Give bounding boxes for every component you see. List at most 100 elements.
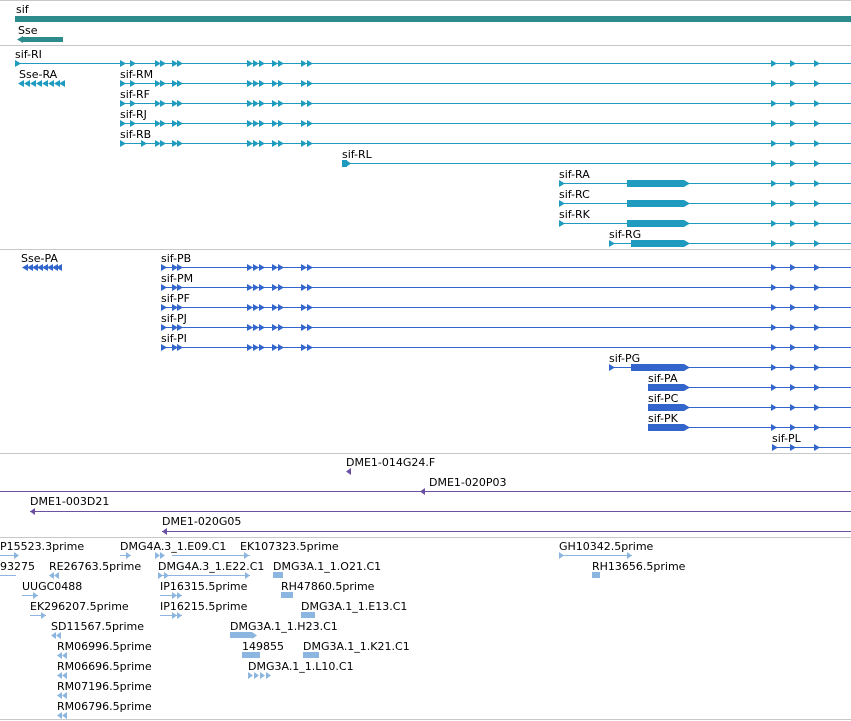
transcript-feature[interactable]: sif-RA [559, 168, 851, 187]
protein-label: sif-PK [648, 412, 679, 425]
protein-feature[interactable]: sif-PB [161, 252, 851, 271]
protein-feature[interactable]: sif-PK [648, 412, 851, 431]
est-feature[interactable]: RM07196.5prime [57, 680, 152, 699]
protein-label: sif-PI [161, 332, 187, 345]
transcript-feature[interactable]: sif-RJ [120, 108, 851, 127]
exon-arrows [559, 200, 820, 207]
est-feature[interactable]: 149855 [242, 640, 284, 658]
est-feature[interactable]: RM06996.5prime [57, 640, 152, 659]
protein-label: sif-PA [648, 372, 678, 385]
gene-feature[interactable]: sif [15, 3, 851, 22]
est-feature[interactable]: DMG4A.3_1.E22.C1 [158, 560, 264, 579]
est-label: RH47860.5prime [281, 580, 375, 593]
transcript-feature[interactable]: sif-RB [120, 128, 851, 147]
est-label: DMG3A.1_1.E13.C1 [301, 600, 407, 613]
est-feature[interactable]: RM06796.5prime [57, 700, 152, 719]
est-label: RM06696.5prime [57, 660, 152, 673]
est-feature[interactable]: EK296207.5prime [30, 600, 129, 619]
est-feature[interactable]: DMG3A.1_1.O21.C1 [273, 560, 381, 578]
est-feature[interactable]: DMG3A.1_1.L10.C1 [248, 660, 354, 679]
exon-arrows [161, 344, 820, 351]
est-label: IP16315.5prime [160, 580, 248, 593]
gene-track: sif Sse [15, 3, 851, 43]
protein-label: sif-PB [161, 252, 191, 265]
est-feature[interactable]: RH47860.5prime [281, 580, 375, 598]
transcript-feature[interactable]: sif-RG [609, 228, 851, 247]
bac-label: DME1-014G24.F [346, 456, 435, 469]
protein-label: sif-PM [161, 272, 193, 285]
transcript-feature[interactable]: sif-RF [120, 88, 851, 107]
protein-feature[interactable]: sif-PM [161, 272, 851, 291]
protein-track: Sse-PA sif-PB sif-PM [21, 252, 851, 451]
transcript-track: sif-RI Sse-RA sif-RM [15, 48, 851, 247]
est-feature[interactable]: RE26763.5prime [49, 560, 141, 579]
est-label: EK107323.5prime [240, 540, 339, 553]
protein-feature[interactable]: Sse-PA [21, 252, 62, 271]
gene-bar [22, 37, 63, 42]
exon-arrows [18, 80, 65, 87]
gene-label: sif [16, 3, 30, 16]
protein-feature[interactable]: sif-PF [161, 292, 851, 311]
transcript-feature[interactable]: sif-RC [559, 188, 851, 207]
exon-arrows [609, 240, 820, 247]
est-feature[interactable]: SD11567.5prime [51, 620, 144, 639]
est-label: RH13656.5prime [592, 560, 686, 573]
est-label: DMG4A.3_1.E22.C1 [158, 560, 264, 573]
est-feature[interactable]: RM06696.5prime [57, 660, 152, 679]
est-feature[interactable]: RH13656.5prime [592, 560, 686, 578]
protein-label: sif-PF [161, 292, 190, 305]
bac-feature[interactable]: DME1-020P03 [0, 476, 851, 495]
bac-feature[interactable]: DME1-020G05 [162, 515, 851, 535]
est-feature[interactable]: DMG3A.1_1.H23.C1 [230, 620, 338, 639]
est-feature[interactable]: IP16315.5prime [160, 580, 248, 599]
transcript-label: sif-RB [120, 128, 151, 141]
est-label: DMG3A.1_1.K21.C1 [303, 640, 410, 653]
protein-label: sif-PJ [161, 312, 187, 325]
transcript-feature[interactable]: sif-RK [559, 208, 851, 227]
est-feature[interactable]: IP16215.5prime [160, 600, 248, 619]
bac-feature[interactable]: DME1-014G24.F [346, 456, 435, 475]
est-feature[interactable]: P15523.3prime [0, 540, 84, 559]
transcript-feature[interactable]: sif-RL [342, 148, 851, 167]
protein-label: Sse-PA [21, 252, 58, 265]
est-label: P15523.3prime [0, 540, 84, 553]
transcript-feature[interactable]: sif-RM [120, 68, 851, 87]
est-feature[interactable]: 93275 [0, 560, 35, 576]
transcript-feature[interactable]: sif-RI [15, 48, 851, 67]
exon-arrows [161, 304, 820, 311]
est-label: IP16215.5prime [160, 600, 248, 613]
transcript-label: sif-RJ [120, 108, 147, 121]
bac-label: DME1-003D21 [30, 495, 109, 508]
protein-feature[interactable]: sif-PG [609, 352, 851, 371]
protein-feature[interactable]: sif-PJ [161, 312, 851, 331]
protein-feature[interactable]: sif-PI [161, 332, 851, 351]
est-label: RM06796.5prime [57, 700, 152, 713]
exon-arrows [120, 80, 820, 87]
est-label: DMG3A.1_1.L10.C1 [248, 660, 354, 673]
exon-arrows [648, 424, 820, 431]
est-feature[interactable]: UUGC0488 [22, 580, 82, 599]
protein-feature[interactable]: sif-PL [772, 432, 851, 451]
exon-arrows [648, 404, 820, 411]
est-feature[interactable]: DMG3A.1_1.E13.C1 [301, 600, 407, 618]
gene-feature[interactable]: Sse [17, 24, 63, 43]
protein-feature[interactable]: sif-PC [648, 392, 851, 411]
protein-feature[interactable]: sif-PA [648, 372, 851, 391]
strand-arrow-left-icon [162, 528, 167, 535]
transcript-label: sif-RM [120, 68, 153, 81]
est-feature[interactable]: DMG3A.1_1.K21.C1 [303, 640, 410, 658]
est-feature[interactable]: GH10342.5prime [559, 540, 654, 559]
est-feature[interactable]: EK107323.5prime [172, 540, 339, 559]
gene-bar [15, 16, 851, 22]
est-label: RE26763.5prime [49, 560, 141, 573]
exon-arrows [609, 364, 820, 371]
gene-label: Sse [18, 24, 38, 37]
exon-arrows [22, 264, 62, 271]
bac-feature[interactable]: DME1-003D21 [30, 495, 851, 515]
transcript-feature[interactable]: Sse-RA [18, 68, 65, 87]
est-label: RM06996.5prime [57, 640, 152, 653]
est-feature[interactable]: DMG4A.3_1.E09.C1 [120, 540, 226, 559]
est-label: DMG3A.1_1.O21.C1 [273, 560, 381, 573]
est-label: DMG4A.3_1.E09.C1 [120, 540, 226, 553]
